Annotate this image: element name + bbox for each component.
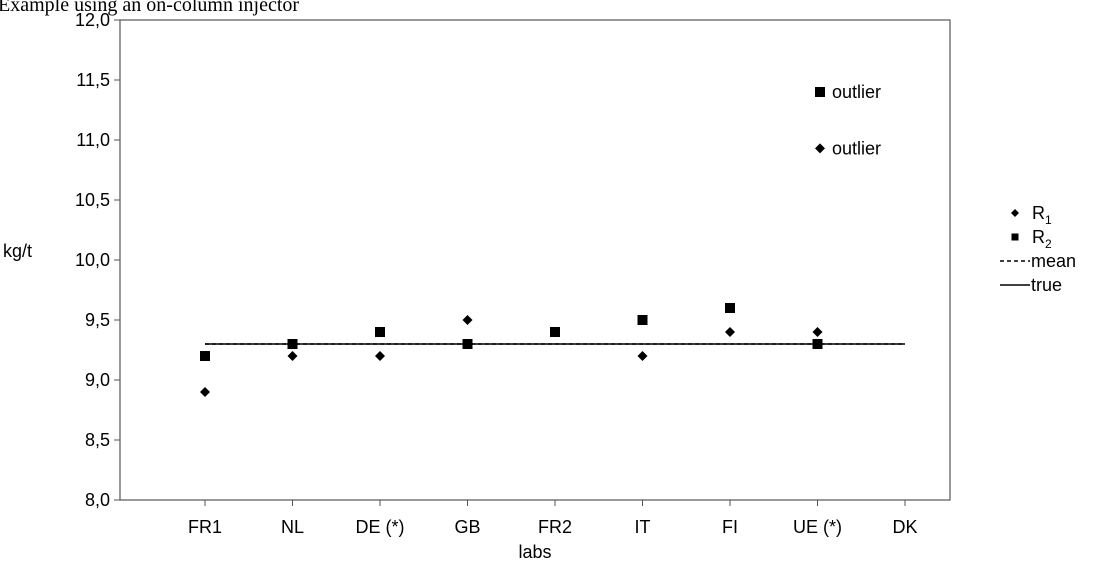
r2-point <box>812 339 823 349</box>
y-tick-label: 8,0 <box>85 490 110 510</box>
outlier-label: outlier <box>832 82 881 102</box>
x-tick-label: DK <box>892 517 917 537</box>
legend-subscript: 2 <box>1045 237 1052 251</box>
r2-point <box>550 327 560 337</box>
legend-r2-marker <box>1011 233 1019 241</box>
legend-subscript: 1 <box>1045 213 1052 227</box>
r2-point <box>287 339 298 349</box>
data-points <box>200 303 823 397</box>
r2-point <box>637 315 648 325</box>
outlier-diamond-marker <box>815 143 825 154</box>
chart-title: Example using an on-column injector <box>0 0 299 16</box>
x-tick-label: IT <box>635 517 651 537</box>
outlier-square-marker <box>815 87 825 97</box>
x-axis: FR1 NL DE (*) GB FR2 IT FI UE (*) DK <box>188 500 918 537</box>
r1-point <box>637 351 648 361</box>
y-tick-label: 9,5 <box>85 310 110 330</box>
x-tick-label: FI <box>722 517 738 537</box>
r1-point <box>812 327 823 337</box>
annotations: outlier outlier <box>815 82 881 158</box>
legend-r1-marker <box>1011 209 1019 217</box>
r1-point <box>287 351 298 361</box>
legend-r2-label: R2 <box>1032 227 1052 251</box>
r2-point <box>462 339 473 349</box>
x-tick-label: NL <box>281 517 304 537</box>
x-axis-label: labs <box>518 542 551 562</box>
y-tick-label: 10,0 <box>75 250 110 270</box>
y-axis: 8,0 8,5 9,0 9,5 10,0 10,5 11,0 11,5 12,0 <box>75 10 120 510</box>
y-tick-label: 9,0 <box>85 370 110 390</box>
r2-point <box>200 351 210 361</box>
x-tick-label: DE (*) <box>356 517 405 537</box>
y-tick-label: 11,5 <box>76 70 110 90</box>
r1-point <box>200 387 210 397</box>
r1-point <box>375 351 385 361</box>
y-tick-label: 12,0 <box>75 10 110 30</box>
y-axis-label: kg/t <box>3 241 32 261</box>
y-tick-label: 11,0 <box>76 130 110 150</box>
plot-frame <box>119 19 951 501</box>
x-tick-label: FR1 <box>188 517 222 537</box>
legend-r1-label: R1 <box>1032 203 1052 227</box>
y-tick-label: 8,5 <box>85 430 110 450</box>
x-tick-label: UE (*) <box>793 517 842 537</box>
y-tick-label: 10,5 <box>75 190 110 210</box>
r1-point <box>725 327 735 337</box>
x-tick-label: FR2 <box>538 517 572 537</box>
outlier-label: outlier <box>832 138 881 158</box>
r2-point <box>725 303 735 313</box>
legend-true-label: true <box>1031 275 1062 295</box>
x-tick-label: GB <box>454 517 480 537</box>
legend-mean-label: mean <box>1031 251 1076 271</box>
r1-point <box>462 315 473 325</box>
r2-point <box>375 327 385 337</box>
